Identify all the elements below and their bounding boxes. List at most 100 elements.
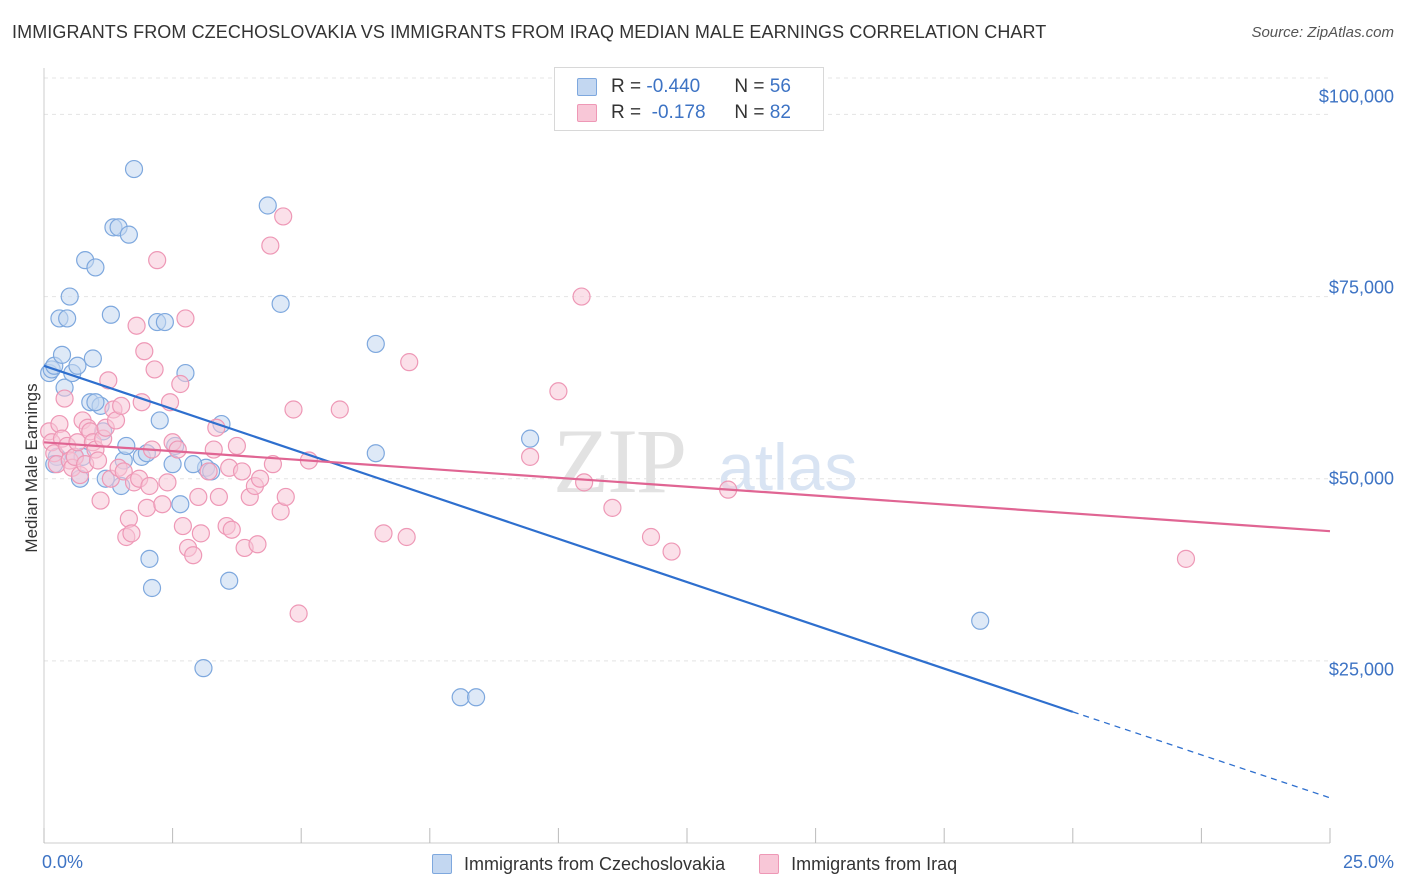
- iraq-point: [91, 491, 110, 510]
- y-tick-label-25000: $25,000: [1328, 659, 1394, 680]
- iraq-point: [191, 524, 210, 543]
- grid-lines: [44, 77, 1330, 662]
- czechoslovakia-point: [194, 659, 213, 678]
- correlation-stats-box: R = -0.440 N = 56 R = -0.178 N = 82: [554, 67, 824, 131]
- iraq-point: [397, 527, 416, 547]
- iraq-point: [122, 524, 141, 543]
- stats-r-value: -0.178: [646, 102, 706, 123]
- y-tick-label-50000: $50,000: [1328, 468, 1394, 489]
- iraq-point: [168, 440, 187, 459]
- iraq-point: [171, 374, 190, 394]
- czechoslovakia-point: [271, 294, 290, 313]
- iraq-point: [135, 342, 154, 361]
- czechoslovakia-point: [171, 495, 190, 514]
- stats-r-label: R =: [611, 102, 647, 123]
- stats-r-value: -0.440: [646, 76, 701, 97]
- czechoslovakia-point: [451, 688, 470, 707]
- iraq-point: [1176, 549, 1196, 568]
- czechoslovakia-point: [366, 334, 385, 354]
- czechoslovakia-point: [52, 345, 72, 364]
- source-label: Source: ZipAtlas.com: [1251, 24, 1394, 41]
- trend-lines: [43, 364, 1331, 799]
- iraq-point: [603, 498, 622, 517]
- iraq-point: [88, 451, 108, 470]
- chart-legend: Immigrants from Czechoslovakia Immigrant…: [432, 852, 957, 876]
- czechoslovakia-point: [119, 225, 138, 244]
- iraq-point: [400, 353, 419, 372]
- czechoslovakia-point: [150, 411, 169, 430]
- iraq-point: [148, 251, 167, 270]
- czechoslovakia-point: [971, 611, 990, 630]
- iraq-point: [199, 462, 218, 481]
- czechoslovakia-point: [86, 393, 105, 412]
- iraq-point: [248, 535, 267, 554]
- iraq-point: [374, 524, 393, 543]
- stats-swatch-iraq: [577, 104, 597, 122]
- czechoslovakia-point: [366, 444, 385, 463]
- y-tick-label-75000: $75,000: [1328, 277, 1394, 298]
- zipatlas-watermark: ZIP atlas: [553, 410, 857, 512]
- stats-row-czechoslovakia: R = -0.440 N = 56: [577, 75, 791, 99]
- czechoslovakia-point: [220, 571, 239, 590]
- iraq-point: [227, 436, 246, 456]
- y-tick-label-100000: $100,000: [1318, 86, 1394, 107]
- czechoslovakia-point: [140, 549, 159, 568]
- iraq-point: [184, 546, 203, 565]
- iraq-point: [549, 382, 568, 401]
- legend-label-czechoslovakia: Immigrants from Czechoslovakia: [464, 853, 726, 874]
- y-axis-title: Median Male Earnings: [22, 383, 41, 553]
- watermark-atlas: atlas: [718, 430, 857, 504]
- iraq-point: [127, 316, 146, 335]
- iraq-point: [55, 389, 74, 408]
- czechoslovakia-point: [142, 578, 162, 598]
- x-tick-label-min: 0.0%: [42, 852, 84, 872]
- iraq-point: [662, 542, 681, 561]
- watermark-zip: ZIP: [553, 410, 685, 512]
- stats-n-value: 56: [769, 76, 791, 97]
- axes: [43, 68, 1331, 844]
- iraq-point: [222, 520, 241, 539]
- chart-title: IMMIGRANTS FROM CZECHOSLOVAKIA VS IMMIGR…: [12, 22, 1047, 42]
- iraq-point: [572, 287, 591, 306]
- iraq-trend-line: [43, 441, 1331, 533]
- czechoslovakia-point: [117, 436, 136, 456]
- iraq-point: [176, 309, 195, 328]
- czechoslovakia-point: [124, 159, 144, 179]
- x-tick-label-max: 25.0%: [1342, 852, 1394, 872]
- czechoslovakia-point: [521, 429, 540, 448]
- iraq-point: [153, 495, 172, 514]
- iraq-point: [173, 516, 192, 536]
- iraq-point: [276, 487, 295, 507]
- czechoslovakia-trend-line: [43, 364, 1074, 713]
- iraq-point: [284, 400, 303, 419]
- legend-label-iraq: Immigrants from Iraq: [791, 853, 958, 874]
- iraq-point: [145, 360, 164, 379]
- czechoslovakia-point: [86, 258, 105, 277]
- czechoslovakia-point: [258, 196, 277, 215]
- legend-swatch-iraq: [759, 854, 780, 874]
- stats-n-label: N =: [734, 76, 770, 97]
- iraq-point: [112, 396, 131, 415]
- iraq-point: [99, 371, 118, 390]
- iraq-point: [263, 455, 283, 474]
- stats-swatch-czechoslovakia: [577, 78, 597, 96]
- stats-n-label: N =: [734, 102, 770, 123]
- czechoslovakia-point: [58, 309, 77, 328]
- iraq-point: [330, 400, 349, 419]
- iraq-point: [274, 207, 293, 226]
- czechoslovakia-point: [83, 349, 102, 368]
- iraq-point: [521, 447, 540, 466]
- iraq-point: [232, 462, 252, 481]
- stats-n-value: 82: [769, 102, 791, 123]
- iraq-point: [140, 476, 159, 496]
- iraq-point: [575, 473, 594, 492]
- iraq-point: [158, 473, 177, 492]
- iraq-point: [289, 604, 308, 623]
- iraq-point: [137, 498, 156, 517]
- stats-row-iraq: R = -0.178 N = 82: [577, 101, 791, 125]
- czechoslovakia-point: [466, 688, 486, 707]
- iraq-point: [189, 487, 208, 507]
- stats-r-label: R =: [611, 76, 647, 97]
- iraq-point: [261, 236, 280, 255]
